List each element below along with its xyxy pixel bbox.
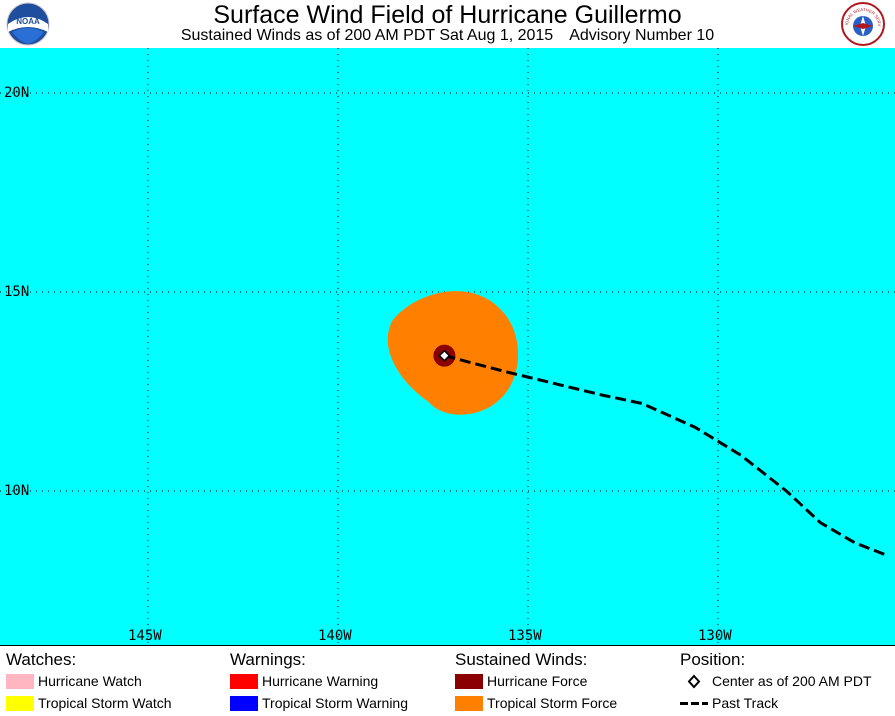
legend-sustained-winds: Sustained Winds: Hurricane Force Tropica…	[455, 650, 617, 714]
legend-item-tropical-storm-watch: Tropical Storm Watch	[6, 692, 172, 714]
noaa-logo-icon: NOAA	[6, 2, 50, 46]
tropical-storm-watch-swatch	[6, 696, 34, 711]
storm-center	[438, 349, 451, 362]
legend-position-heading: Position:	[680, 650, 746, 669]
tropical-storm-warning-swatch	[230, 696, 258, 711]
legend-item-label: Hurricane Warning	[262, 673, 379, 689]
legend-item-past-track: Past Track	[680, 692, 872, 714]
legend-watches: Watches: Hurricane Watch Tropical Storm …	[6, 650, 172, 714]
latitude-label: 20N	[4, 85, 30, 101]
map-canvas	[0, 48, 895, 645]
latitude-label: 10N	[4, 483, 30, 499]
longitude-label: 145W	[128, 628, 162, 644]
legend-item-tropical-storm-warning: Tropical Storm Warning	[230, 692, 408, 714]
legend-watches-heading: Watches:	[6, 650, 77, 669]
legend-item-label: Hurricane Watch	[38, 673, 142, 689]
header: NOAA NATIONAL WEATHER SERVICE Surface Wi…	[0, 0, 895, 48]
legend-item-label: Hurricane Force	[487, 673, 588, 689]
legend-item-hurricane-watch: Hurricane Watch	[6, 670, 172, 692]
legend-item-label: Tropical Storm Watch	[38, 695, 172, 711]
latitude-label: 15N	[4, 284, 30, 300]
legend-item-label: Tropical Storm Force	[487, 695, 618, 711]
hurricane-watch-swatch	[6, 674, 34, 689]
legend-item-hurricane-warning: Hurricane Warning	[230, 670, 408, 692]
nws-logo-icon: NATIONAL WEATHER SERVICE	[841, 2, 885, 46]
legend-item-center: Center as of 200 AM PDT	[680, 670, 872, 692]
hurricane-warning-swatch	[230, 674, 258, 689]
center-diamond-icon	[438, 349, 451, 362]
map-title: Surface Wind Field of Hurricane Guillerm…	[213, 1, 682, 29]
past-track-line	[444, 354, 886, 557]
legend-item-label: Center as of 200 AM PDT	[712, 673, 872, 689]
diamond-icon	[687, 674, 701, 689]
map-subtitle: Sustained Winds as of 200 AM PDT Sat Aug…	[0, 26, 895, 46]
longitude-label: 135W	[508, 628, 542, 644]
subtitle-advisory: Advisory Number 10	[569, 27, 715, 44]
wind-field-map: 20N 15N 10N 145W 140W 135W 130W	[0, 48, 895, 645]
legend-item-hurricane-force: Hurricane Force	[455, 670, 617, 692]
longitude-label: 130W	[698, 628, 732, 644]
dashed-line-icon	[680, 702, 708, 705]
legend: Watches: Hurricane Watch Tropical Storm …	[0, 645, 895, 716]
legend-warnings: Warnings: Hurricane Warning Tropical Sto…	[230, 650, 408, 714]
noaa-logo-text: NOAA	[16, 17, 40, 26]
legend-warnings-heading: Warnings:	[230, 650, 306, 669]
hurricane-force-swatch	[455, 674, 483, 689]
legend-position: Position: Center as of 200 AM PDT Past T…	[680, 650, 872, 714]
legend-item-label: Past Track	[712, 695, 779, 711]
subtitle-timestamp: Sustained Winds as of 200 AM PDT Sat Aug…	[180, 27, 554, 44]
past-track	[444, 354, 886, 557]
legend-item-label: Tropical Storm Warning	[262, 695, 409, 711]
tropical-storm-force-swatch	[455, 696, 483, 711]
legend-item-tropical-storm-force: Tropical Storm Force	[455, 692, 617, 714]
longitude-label: 140W	[318, 628, 352, 644]
legend-winds-heading: Sustained Winds:	[455, 650, 588, 669]
